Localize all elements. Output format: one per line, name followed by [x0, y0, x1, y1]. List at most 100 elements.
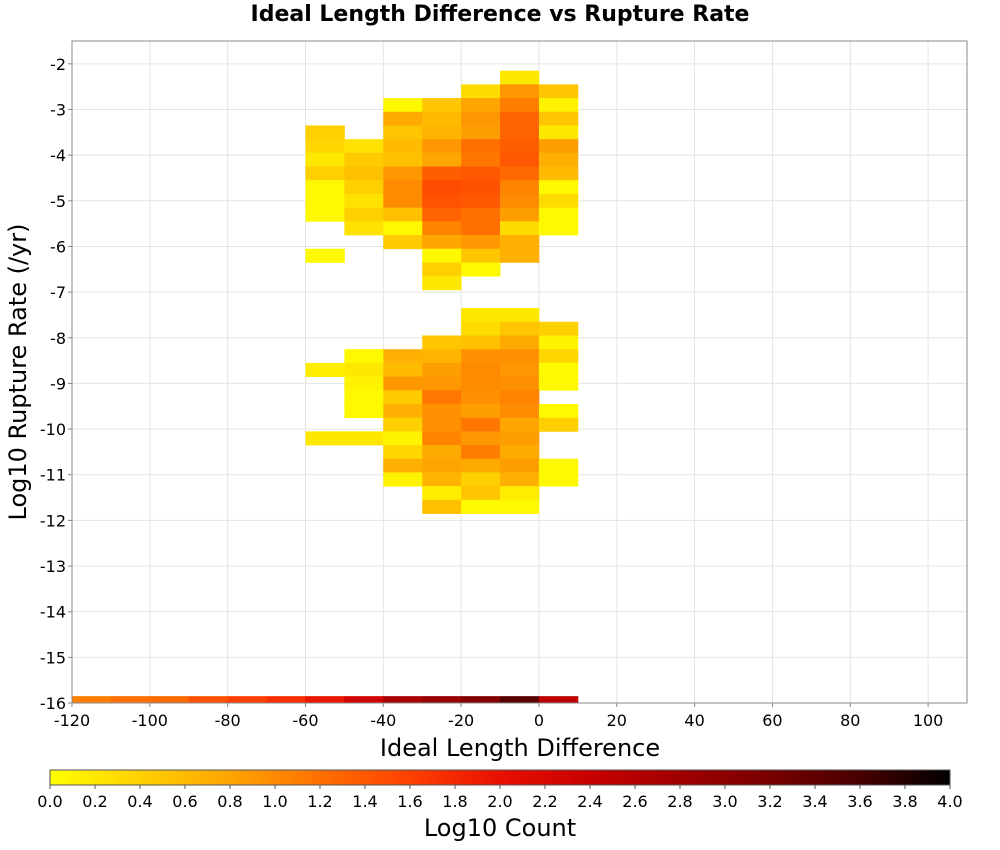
x-tick-label: -100	[132, 711, 168, 730]
heatmap-cell	[500, 308, 540, 323]
heatmap-cell	[383, 125, 423, 140]
y-tick-label: -7	[50, 283, 66, 302]
heatmap-cell	[461, 472, 501, 487]
heatmap-cell	[422, 431, 462, 446]
heatmap-cell	[383, 376, 423, 391]
heatmap-cell-bottom	[149, 696, 190, 703]
heatmap-cell	[344, 431, 384, 446]
heatmap-cell	[422, 276, 462, 291]
heatmap-cell	[344, 403, 384, 419]
heatmap-cell	[344, 139, 384, 154]
heatmap-cell-bottom	[500, 696, 540, 703]
heatmap-cell	[305, 207, 345, 222]
heatmap-cell	[383, 349, 423, 364]
x-tick-label: -120	[54, 711, 90, 730]
heatmap-cell	[500, 235, 540, 250]
heatmap-cell	[344, 362, 384, 377]
colorbar-tick-label: 0.8	[217, 792, 242, 811]
heatmap-cell	[500, 166, 540, 181]
heatmap-cell-bottom	[422, 696, 462, 703]
heatmap-cell	[344, 180, 384, 195]
heatmap-cell	[422, 458, 462, 473]
heatmap-cell	[422, 362, 462, 377]
heatmap-cell	[422, 403, 462, 419]
heatmap-cell-bottom	[344, 696, 384, 703]
colorbar-tick-label: 2.0	[487, 792, 512, 811]
heatmap-cell-bottom	[461, 696, 501, 703]
x-tick-label: -20	[448, 711, 474, 730]
heatmap-cell-bottom	[72, 696, 112, 703]
heatmap-cell	[383, 431, 423, 446]
chart-title: Ideal Length Difference vs Rupture Rate	[250, 2, 750, 27]
heatmap-cell	[461, 248, 501, 263]
y-axis-ticks: -2 -3 -4 -5 -6 -7 -8 -9 -10 -11 -12 -13 -14 -15 -16	[40, 55, 72, 713]
heatmap-cell	[461, 445, 501, 460]
heatmap-cell	[422, 376, 462, 391]
heatmap-cell	[344, 349, 384, 364]
heatmap-cell	[422, 390, 462, 405]
heatmap-cell	[305, 166, 345, 181]
x-tick-label: 60	[762, 711, 782, 730]
heatmap-cell	[422, 335, 462, 350]
heatmap-cell	[344, 166, 384, 181]
heatmap-cell	[538, 207, 579, 222]
heatmap-cell	[538, 193, 579, 209]
heatmap-cell	[500, 111, 540, 126]
heatmap-cell	[305, 152, 345, 167]
heatmap-cell	[500, 70, 540, 85]
heatmap-cell-bottom	[538, 696, 579, 703]
y-tick-label: -12	[40, 511, 66, 530]
heatmap-cell	[538, 180, 579, 195]
heatmap-cell	[422, 472, 462, 487]
y-tick-label: -16	[40, 694, 66, 713]
heatmap-cell	[422, 349, 462, 364]
y-tick-label: -2	[50, 55, 66, 74]
colorbar-tick-label: 0.6	[172, 792, 197, 811]
heatmap-cell	[538, 417, 579, 432]
heatmap-cell	[461, 207, 501, 222]
colorbar-tick-label: 1.8	[442, 792, 467, 811]
x-tick-label: 0	[534, 711, 544, 730]
heatmap-cell	[383, 152, 423, 167]
heatmap-cell	[538, 152, 579, 167]
colorbar-tick-label: 3.2	[757, 792, 782, 811]
heatmap-cell	[383, 417, 423, 432]
heatmap-cell	[500, 417, 540, 432]
heatmap-cell-bottom	[188, 696, 229, 703]
heatmap-cell	[461, 166, 501, 181]
heatmap-cell	[461, 235, 501, 250]
heatmap-cell	[383, 111, 423, 126]
heatmap-cell	[500, 98, 540, 113]
colorbar-tick-label: 0.0	[37, 792, 62, 811]
heatmap-cell	[461, 349, 501, 364]
heatmap-cell	[383, 139, 423, 154]
colorbar-tick-label: 1.0	[262, 792, 287, 811]
x-axis-title: Ideal Length Difference	[380, 734, 660, 762]
heatmap-cell	[305, 125, 345, 140]
heatmap-cell	[500, 376, 540, 391]
colorbar-tick-label: 3.6	[847, 792, 872, 811]
heatmap-cell	[383, 403, 423, 419]
heatmap-cell	[305, 139, 345, 154]
y-tick-label: -3	[50, 100, 66, 119]
heatmap-cell	[500, 248, 540, 263]
x-tick-label: 80	[840, 711, 860, 730]
heatmap-cell	[500, 403, 540, 419]
colorbar-tick-label: 3.4	[802, 792, 827, 811]
heatmap-cell	[344, 376, 384, 391]
heatmap-cell	[538, 84, 579, 99]
heatmap-cell	[461, 321, 501, 336]
heatmap-cell	[305, 362, 345, 377]
heatmap-cell	[538, 403, 579, 419]
heatmap-cell	[383, 193, 423, 209]
heatmap-cell	[461, 499, 501, 514]
y-tick-label: -10	[40, 420, 66, 439]
heatmap-cell	[383, 362, 423, 377]
heatmap-cell	[422, 207, 462, 222]
heatmap-cell	[383, 458, 423, 473]
heatmap-cell	[461, 458, 501, 473]
colorbar-tick-label: 2.8	[667, 792, 692, 811]
heatmap-cell	[422, 152, 462, 167]
heatmap-cell	[461, 84, 501, 99]
heatmap-cell	[500, 486, 540, 501]
